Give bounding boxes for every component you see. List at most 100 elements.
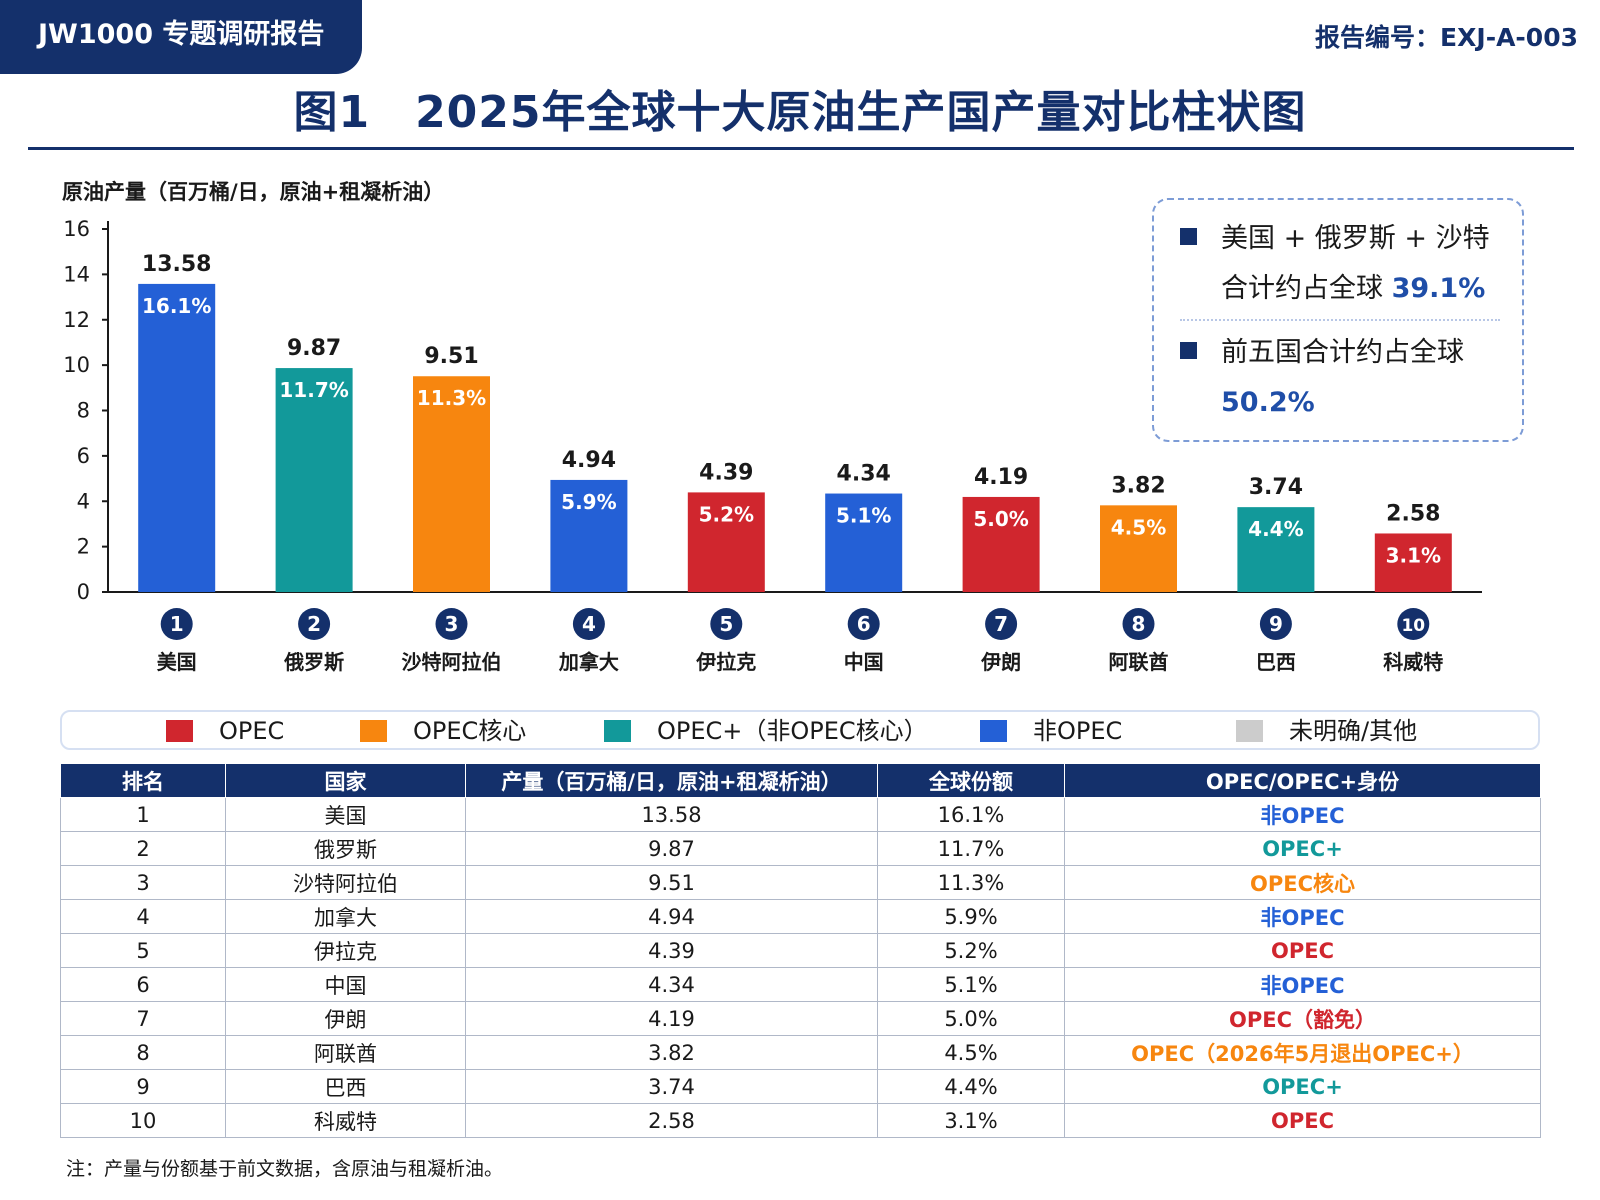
bar-share-label: 16.1%	[142, 294, 211, 318]
rank-number: 10	[1401, 616, 1425, 636]
summary-divider	[1180, 319, 1500, 321]
table-row: 9 巴西 3.74 4.4% OPEC+	[60, 1069, 1541, 1104]
cell-rank: 4	[60, 899, 226, 934]
bar	[138, 283, 216, 592]
legend-swatch	[360, 720, 387, 742]
cell-output: 4.34	[465, 967, 878, 1002]
cell-output: 9.87	[465, 831, 878, 866]
bar-share-label: 3.1%	[1386, 543, 1441, 567]
bar-value-label: 4.39	[699, 460, 753, 485]
rank-badge	[572, 608, 605, 640]
legend-label: 非OPEC	[1033, 717, 1123, 745]
rank-badge	[985, 608, 1018, 640]
cell-identity: 非OPEC	[1064, 899, 1541, 934]
cell-rank: 7	[60, 1001, 226, 1036]
bar-share-label: 11.3%	[417, 386, 486, 410]
rank-number: 3	[445, 612, 459, 636]
cell-share: 5.1%	[877, 967, 1065, 1002]
bar	[1237, 507, 1315, 592]
x-category-label: 伊拉克	[695, 650, 756, 674]
summary-top5-value: 50.2%	[1221, 387, 1315, 418]
bar-share-label: 5.9%	[561, 490, 616, 514]
cell-rank: 6	[60, 967, 226, 1002]
cell-output: 4.39	[465, 933, 878, 968]
cell-identity: OPEC+	[1064, 831, 1541, 866]
cell-country: 伊朗	[225, 1001, 466, 1036]
legend-swatch	[166, 720, 193, 742]
legend-item-non-opec: 非OPEC	[980, 716, 1122, 746]
cell-share: 5.9%	[877, 899, 1065, 934]
x-category-label: 加拿大	[558, 650, 619, 674]
rank-number: 7	[994, 612, 1008, 636]
square-bullet-icon	[1180, 342, 1197, 359]
rank-number: 4	[582, 612, 596, 636]
summary-top5-line1: 前五国合计约占全球	[1221, 337, 1464, 368]
bar-value-label: 3.82	[1111, 473, 1165, 498]
table-row: 5 伊拉克 4.39 5.2% OPEC	[60, 933, 1541, 968]
cell-rank: 2	[60, 831, 226, 866]
column-header-output: 产量（百万桶/日，原油+租凝析油）	[465, 763, 878, 798]
cell-output: 3.74	[465, 1069, 878, 1104]
cell-identity: 非OPEC	[1064, 797, 1541, 832]
cell-output: 9.51	[465, 865, 878, 900]
rank-number: 9	[1269, 612, 1283, 636]
summary-box: 美国 + 俄罗斯 + 沙特 合计约占全球 39.1% 前五国合计约占全球 50.…	[1152, 198, 1524, 442]
cell-country: 阿联酋	[225, 1035, 466, 1070]
legend-label: OPEC	[219, 717, 285, 745]
legend-label: OPEC+（非OPEC核心）	[657, 717, 928, 745]
table-row: 3 沙特阿拉伯 9.51 11.3% OPEC核心	[60, 865, 1541, 900]
legend-label: 未明确/其他	[1289, 717, 1418, 745]
bar-share-label: 5.1%	[836, 504, 891, 528]
cell-rank: 8	[60, 1035, 226, 1070]
cell-identity: OPEC（豁免）	[1064, 1001, 1541, 1036]
y-tick-label: 2	[77, 535, 90, 559]
rank-badge	[435, 608, 468, 640]
bar-share-label: 5.0%	[973, 507, 1028, 531]
table-row: 7 伊朗 4.19 5.0% OPEC（豁免）	[60, 1001, 1541, 1036]
table-row: 6 中国 4.34 5.1% 非OPEC	[60, 967, 1541, 1002]
bar	[550, 479, 628, 592]
summary-top3-value: 39.1%	[1391, 273, 1486, 304]
bar-share-label: 5.2%	[699, 502, 754, 526]
cell-country: 俄罗斯	[225, 831, 466, 866]
cell-rank: 9	[60, 1069, 226, 1104]
legend-item-other: 未明确/其他	[1236, 716, 1417, 746]
rank-badge	[1259, 608, 1292, 640]
report-number: 报告编号：EXJ-A-003	[1315, 23, 1578, 52]
cell-output: 3.82	[465, 1035, 878, 1070]
rank-number: 6	[857, 612, 871, 636]
y-tick-label: 16	[63, 217, 90, 241]
cell-country: 沙特阿拉伯	[225, 865, 466, 900]
cell-share: 4.5%	[877, 1035, 1065, 1070]
rank-badge	[298, 608, 331, 640]
legend-swatch	[1236, 720, 1263, 742]
bar-chart: 0 2 4 6 8 10 12 14 16 13.58 16.1% 1 美国 9.87 11.7% 2 俄罗斯 9…	[63, 217, 1482, 674]
y-tick-label: 6	[77, 444, 90, 468]
column-header-rank: 排名	[60, 763, 226, 798]
bar-value-label: 2.58	[1386, 501, 1440, 526]
page-title: 图1 2025年全球十大原油生产国产量对比柱状图	[293, 87, 1307, 138]
cell-country: 中国	[225, 967, 466, 1002]
y-tick-label: 4	[77, 489, 90, 513]
bar-value-label: 13.58	[142, 252, 212, 277]
y-tick-label: 8	[77, 399, 90, 423]
rank-badge	[710, 608, 743, 640]
bar-value-label: 9.87	[287, 336, 341, 361]
bar	[1100, 505, 1177, 592]
table-row: 1 美国 13.58 16.1% 非OPEC	[60, 797, 1541, 832]
cell-share: 11.3%	[877, 865, 1065, 900]
bar-value-label: 4.94	[562, 448, 616, 473]
legend-item-opec-core: OPEC核心	[360, 716, 526, 746]
legend-item-opec: OPEC	[166, 716, 284, 746]
cell-country: 加拿大	[225, 899, 466, 934]
bar-value-label: 3.74	[1249, 475, 1303, 500]
y-axis-label: 原油产量（百万桶/日，原油+租凝析油）	[62, 180, 445, 204]
table-row: 2 俄罗斯 9.87 11.7% OPEC+	[60, 831, 1541, 866]
chart-legend: OPEC OPEC核心 OPEC+（非OPEC核心） 非OPEC 未明确/其他	[60, 710, 1540, 750]
column-header-country: 国家	[225, 763, 466, 798]
rank-number: 2	[307, 612, 321, 636]
legend-swatch	[604, 720, 631, 742]
cell-country: 美国	[225, 797, 466, 832]
summary-item-top3: 美国 + 俄罗斯 + 沙特 合计约占全球 39.1%	[1180, 214, 1490, 314]
y-tick-label: 10	[63, 353, 90, 377]
